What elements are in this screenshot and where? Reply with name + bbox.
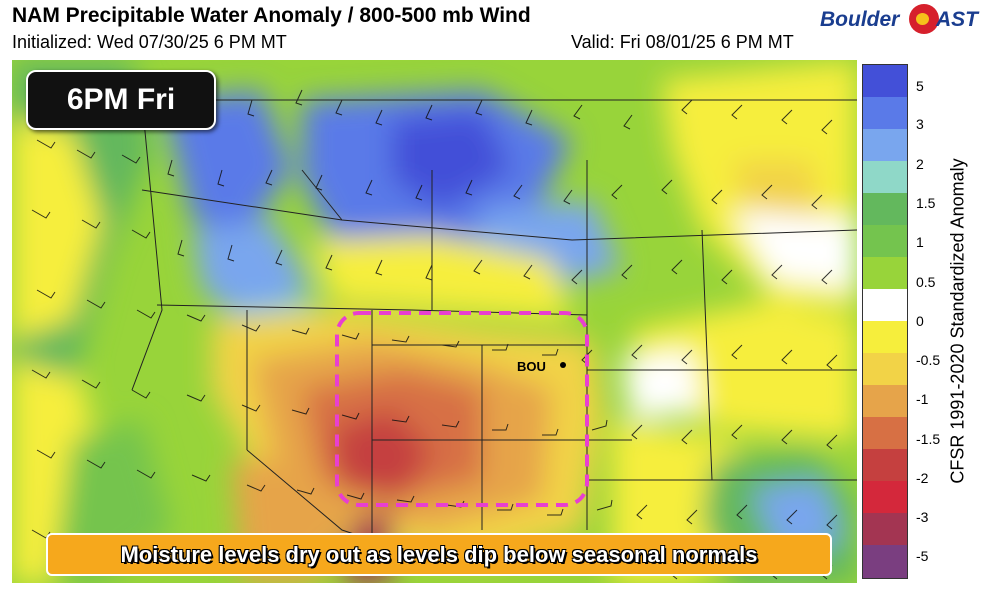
colorbar-segment xyxy=(863,257,907,289)
header: NAM Precipitable Water Anomaly / 800-500… xyxy=(0,0,1003,58)
colorbar-tick: -0.5 xyxy=(916,352,941,368)
colorbar-segment xyxy=(863,289,907,321)
colorbar-tick: -1.5 xyxy=(916,431,941,447)
colorbar-segment xyxy=(863,385,907,417)
logo-text-boulder: Boulder xyxy=(820,8,900,31)
colorbar-segment xyxy=(863,481,907,513)
colorbar-segment xyxy=(863,65,907,97)
colorbar-segment xyxy=(863,449,907,481)
bouldercast-logo[interactable]: Boulder AST xyxy=(820,2,1000,38)
map-title: NAM Precipitable Water Anomaly / 800-500… xyxy=(12,4,531,27)
logo-c-icon xyxy=(909,4,939,34)
colorbar-segment xyxy=(863,193,907,225)
colorbar-label: CFSR 1991-2020 Standardized Anomaly xyxy=(947,158,968,484)
anomaly-field xyxy=(12,60,857,583)
colorbar-tick: 3 xyxy=(916,116,924,132)
colorbar-tick: -2 xyxy=(916,470,929,486)
colorbar-tick: -1 xyxy=(916,391,929,407)
bou-station-marker xyxy=(560,362,566,368)
colorbar-tick: -5 xyxy=(916,548,929,564)
anomaly-map-graphic: BOU xyxy=(12,60,857,583)
colorbar-segment xyxy=(863,225,907,257)
caption-banner: Moisture levels dry out as levels dip be… xyxy=(46,533,832,576)
colorbar-tick: 0.5 xyxy=(916,274,936,290)
colorbar-segment xyxy=(863,545,907,578)
colorbar-tick: 5 xyxy=(916,78,924,94)
colorbar-tick: 0 xyxy=(916,313,924,329)
colorbar-segment xyxy=(863,161,907,193)
bou-label: BOU xyxy=(517,359,546,374)
colorbar-segment xyxy=(863,353,907,385)
colorbar xyxy=(862,64,908,579)
colorbar-tick: 2 xyxy=(916,156,924,172)
colorbar-tick: 1 xyxy=(916,234,924,250)
colorbar-tick: 1.5 xyxy=(916,195,936,211)
colorbar-segment xyxy=(863,417,907,449)
colorbar-segment xyxy=(863,321,907,353)
weather-map: BOU xyxy=(12,60,857,583)
time-badge: 6PM Fri xyxy=(26,70,216,130)
initialized-time: Initialized: Wed 07/30/25 6 PM MT xyxy=(12,32,287,52)
colorbar-segment xyxy=(863,129,907,161)
state-borders xyxy=(131,99,857,541)
logo-text-ast: AST xyxy=(936,8,978,31)
highlight-region xyxy=(335,311,589,507)
valid-time: Valid: Fri 08/01/25 6 PM MT xyxy=(571,32,794,52)
colorbar-tick: -3 xyxy=(916,509,929,525)
colorbar-segment xyxy=(863,97,907,129)
colorbar-segment xyxy=(863,513,907,545)
